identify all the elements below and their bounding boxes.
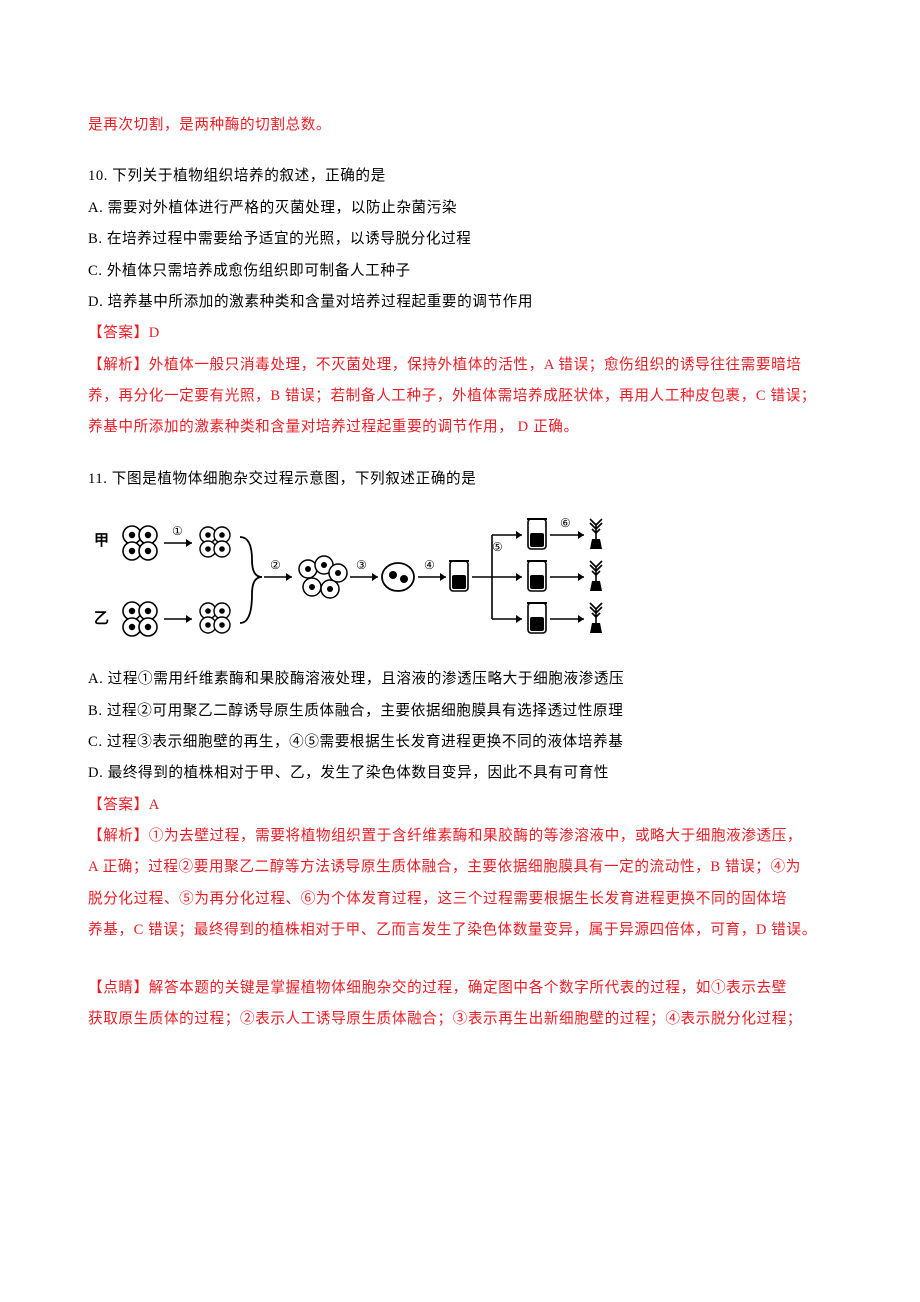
analysis-label: 【解析】: [88, 828, 149, 844]
q11-analysis-line-1: 【解析】①为去壁过程，需要将植物组织置于含纤维素酶和果胶酶的等渗溶液中，或略大于…: [88, 821, 832, 852]
q11-tip-line-1: 【点睛】解答本题的关键是掌握植物体细胞杂交的过程，确定图中各个数字所代表的过程，…: [88, 973, 832, 1004]
q11-analysis-line-4: 养基，C 错误；最终得到的植株相对于甲、乙而言发生了染色体数量变异，属于异源四倍…: [88, 915, 832, 946]
step-4-marker: ④: [424, 558, 435, 572]
q11-option-c: C. 过程③表示细胞壁的再生，④⑤需要根据生长发育进程更换不同的液体培养基: [88, 727, 832, 758]
step-3-marker: ③: [356, 558, 367, 572]
culture-tube-icon: [527, 561, 547, 591]
answer-label: 【答案】: [88, 325, 149, 341]
plant-icon: [590, 519, 602, 549]
plant-icon: [590, 561, 602, 591]
q11-option-b: B. 过程②可用聚乙二醇诱导原生质体融合，主要依据细胞膜具有选择透过性原理: [88, 696, 832, 727]
culture-tube-icon: [527, 519, 547, 549]
q11-option-a: A. 过程①需用纤维素酶和果胶酶溶液处理，且溶液的渗透压略大于细胞液渗透压: [88, 664, 832, 695]
q11-stem: 11. 下图是植物体细胞杂交过程示意图，下列叙述正确的是: [88, 464, 832, 495]
analysis-text: ①为去壁过程，需要将植物组织置于含纤维素酶和果胶酶的等渗溶液中，或略大于细胞液渗…: [149, 828, 802, 844]
answer-value: A: [149, 797, 160, 813]
q11-option-d: D. 最终得到的植株相对于甲、乙，发生了染色体数目变异，因此不具有可育性: [88, 758, 832, 789]
culture-tube-icon: [449, 561, 469, 591]
q11-analysis-line-3: 脱分化过程、⑤为再分化过程、⑥为个体发育过程，这三个过程需要根据生长发育进程更换…: [88, 884, 832, 915]
answer-value: D: [149, 325, 160, 341]
q10-answer: 【答案】D: [88, 318, 832, 349]
q10-stem: 10. 下列关于植物组织培养的叙述，正确的是: [88, 161, 832, 192]
tip-text: 解答本题的关键是掌握植物体细胞杂交的过程，确定图中各个数字所代表的过程，如①表示…: [149, 980, 787, 996]
analysis-text: 外植体一般只消毒处理，不灭菌处理，保持外植体的活性，A 错误；愈伤组织的诱导往往…: [149, 357, 802, 373]
q10-analysis-line-3: 养基中所添加的激素种类和含量对培养过程起重要的调节作用， D 正确。: [88, 412, 832, 443]
exam-page: 是再次切割，是两种酶的切割总数。 10. 下列关于植物组织培养的叙述，正确的是 …: [0, 0, 920, 1302]
diagram-label-bottom: 乙: [94, 611, 109, 627]
step-2-marker: ②: [270, 558, 281, 572]
cell-hybridization-diagram: 甲 ① 乙: [92, 505, 642, 645]
analysis-label: 【解析】: [88, 357, 149, 373]
q11-answer: 【答案】A: [88, 790, 832, 821]
tip-label: 【点睛】: [88, 980, 149, 996]
q10-option-c: C. 外植体只需培养成愈伤组织即可制备人工种子: [88, 256, 832, 287]
step-6-marker: ⑥: [560, 516, 571, 530]
q11-tip-line-2: 获取原生质体的过程；②表示人工诱导原生质体融合；③表示再生出新细胞壁的过程；④表…: [88, 1004, 832, 1035]
q10-analysis-line-2: 养，再分化一定要有光照，B 错误；若制备人工种子，外植体需培养成胚状体，再用人工…: [88, 381, 832, 412]
prev-page-trailing-text: 是再次切割，是两种酶的切割总数。: [88, 110, 832, 141]
step-1-marker: ①: [172, 524, 183, 538]
answer-label: 【答案】: [88, 797, 149, 813]
q10-option-d: D. 培养基中所添加的激素种类和含量对培养过程起重要的调节作用: [88, 287, 832, 318]
culture-tube-icon: [527, 603, 547, 633]
q10-analysis-line-1: 【解析】外植体一般只消毒处理，不灭菌处理，保持外植体的活性，A 错误；愈伤组织的…: [88, 350, 832, 381]
q10-option-b: B. 在培养过程中需要给予适宜的光照，以诱导脱分化过程: [88, 224, 832, 255]
step-5-marker: ⑤: [492, 540, 503, 554]
diagram-label-top: 甲: [94, 532, 109, 549]
q10-option-a: A. 需要对外植体进行严格的灭菌处理，以防止杂菌污染: [88, 193, 832, 224]
q11-analysis-line-2: A 正确；过程②要用聚乙二醇等方法诱导原生质体融合，主要依据细胞膜具有一定的流动…: [88, 852, 832, 883]
plant-icon: [590, 603, 602, 633]
